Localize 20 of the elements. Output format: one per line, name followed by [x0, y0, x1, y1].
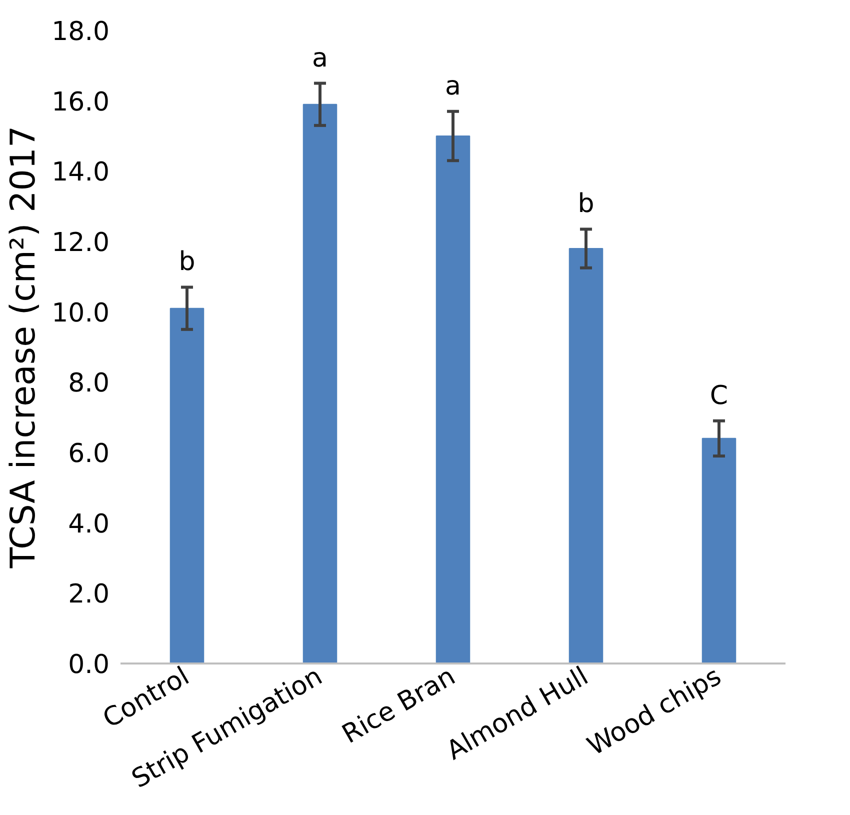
- y-axis-title: TCSA increase (cm²) 2017: [4, 126, 44, 570]
- bar: [170, 308, 204, 664]
- bar: [702, 438, 736, 664]
- annotation: C: [710, 380, 728, 411]
- annotation: a: [445, 71, 461, 102]
- annotation: a: [312, 43, 328, 74]
- bar: [302, 104, 338, 664]
- y-tick-label: 2.0: [68, 580, 110, 610]
- y-tick-label: 16.0: [52, 87, 110, 118]
- y-tick-label: 4.0: [68, 509, 110, 540]
- annotation: b: [178, 247, 196, 278]
- y-tick-label: 12.0: [52, 228, 110, 258]
- y-tick-label: 18.0: [52, 17, 110, 47]
- bar: [568, 248, 604, 664]
- bar: [436, 136, 470, 664]
- y-tick-label: 8.0: [68, 368, 110, 399]
- annotation: b: [578, 189, 594, 220]
- y-tick-label: 14.0: [52, 158, 110, 188]
- y-tick-label: 10.0: [52, 298, 110, 328]
- y-tick-label: 6.0: [68, 439, 110, 469]
